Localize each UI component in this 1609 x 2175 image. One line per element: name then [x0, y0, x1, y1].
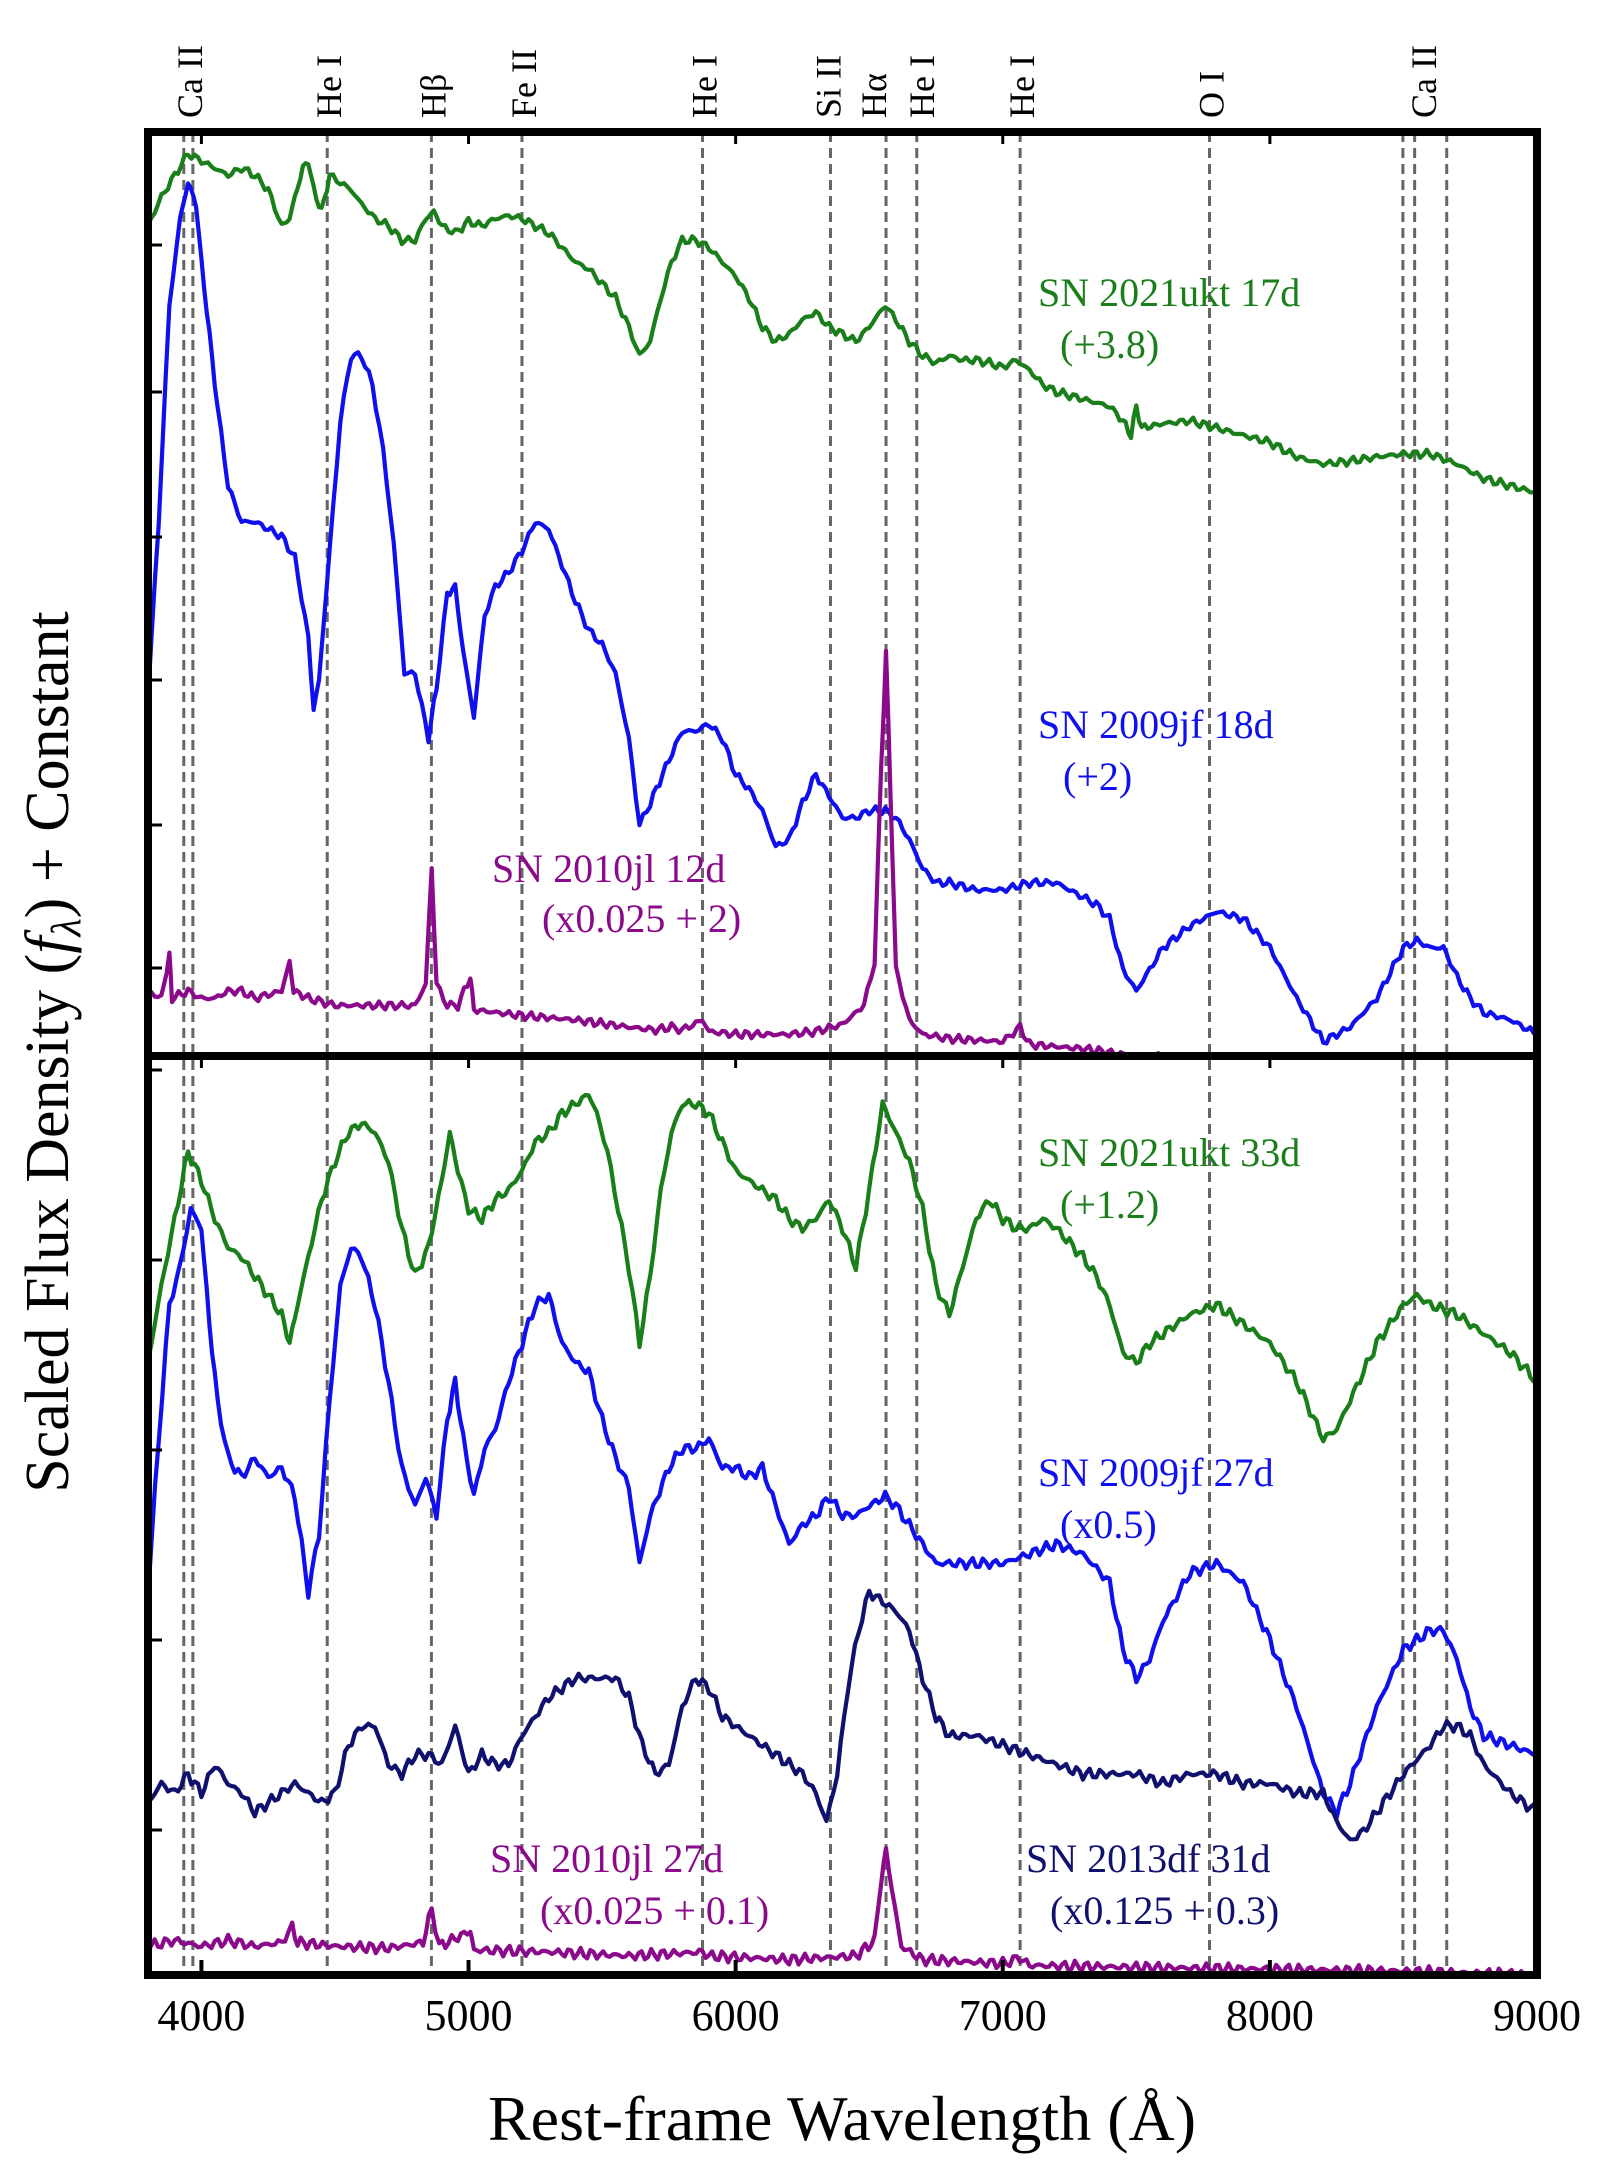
spectrum-sn-2010jl-27d [148, 1846, 1537, 1975]
panel-bottom-spectra [148, 1092, 1537, 1975]
x-tick-label: 9000 [1493, 1991, 1581, 2040]
x-tick-label: 5000 [425, 1991, 513, 2040]
series-label: (x0.125 + 0.3) [1050, 1888, 1279, 1933]
spectrum-sn-2021ukt-33d [148, 1092, 1537, 1444]
line-id-label: Fe II [504, 49, 544, 118]
spectra-layer [148, 152, 1537, 1975]
spectrum-sn-2009jf-27d [148, 1206, 1537, 1820]
line-id-label: Si II [808, 55, 848, 118]
series-label: (+3.8) [1060, 322, 1159, 367]
series-label: SN 2009jf 18d [1038, 702, 1274, 747]
line-id-label: Ca II [1404, 45, 1444, 118]
spectrum-sn-2009jf-18d [148, 181, 1537, 1046]
annotation-layer: SN 2021ukt 17d (+3.8) SN 2009jf 18d (+2) SN … [490, 270, 1300, 1933]
spectrum-sn-2013df-31d [148, 1588, 1537, 1842]
series-label: SN 2010jl 27d [490, 1836, 723, 1881]
series-label: SN 2021ukt 17d [1038, 270, 1300, 315]
series-label: (x0.025 + 2) [542, 896, 741, 941]
axes-layer: 4000 5000 6000 7000 8000 9000 Rest-frame Wavel… [14, 132, 1581, 2154]
panel-frame-bottom [144, 1052, 1541, 1979]
series-label: (x0.5) [1060, 1502, 1157, 1547]
line-id-label: Ca II [170, 45, 210, 118]
series-label: SN 2013df 31d [1026, 1836, 1270, 1881]
spectrum-sn-2010jl-12d [148, 648, 1231, 1056]
series-label: (x0.025 + 0.1) [540, 1888, 769, 1933]
line-id-label: Hβ [413, 74, 453, 118]
panel-top-spectra [148, 152, 1537, 1056]
y-axis-title: Scaled Flux Density (fλ) + Constant [14, 611, 90, 1493]
line-id-label: Hα [854, 73, 894, 118]
panel-frame-top [144, 128, 1541, 1060]
y-axis-title-post: ) + Constant [14, 611, 82, 918]
x-tick-label: 8000 [1226, 1991, 1314, 2040]
series-label: SN 2021ukt 33d [1038, 1130, 1300, 1175]
spectrum-sn-2021ukt-17d [148, 152, 1537, 495]
line-id-label: O I [1192, 71, 1232, 118]
line-id-label: He I [685, 55, 725, 118]
line-id-label: He I [309, 55, 349, 118]
line-id-label: He I [1002, 55, 1042, 118]
x-tick-label: 4000 [157, 1991, 245, 2040]
x-tick-label: 6000 [692, 1991, 780, 2040]
series-label: SN 2010jl 12d [492, 846, 725, 891]
series-label: SN 2009jf 27d [1038, 1450, 1274, 1495]
series-label: (+2) [1063, 754, 1132, 799]
line-id-label: He I [902, 55, 942, 118]
x-tick-label: 7000 [959, 1991, 1047, 2040]
panel-frames [144, 128, 1541, 1979]
y-axis-title-sub: λ [44, 918, 90, 938]
y-axis-title-pre: Scaled Flux Density ( [14, 954, 82, 1493]
x-axis-title: Rest-frame Wavelength (Å) [488, 2083, 1196, 2154]
series-label: (+1.2) [1060, 1182, 1159, 1227]
